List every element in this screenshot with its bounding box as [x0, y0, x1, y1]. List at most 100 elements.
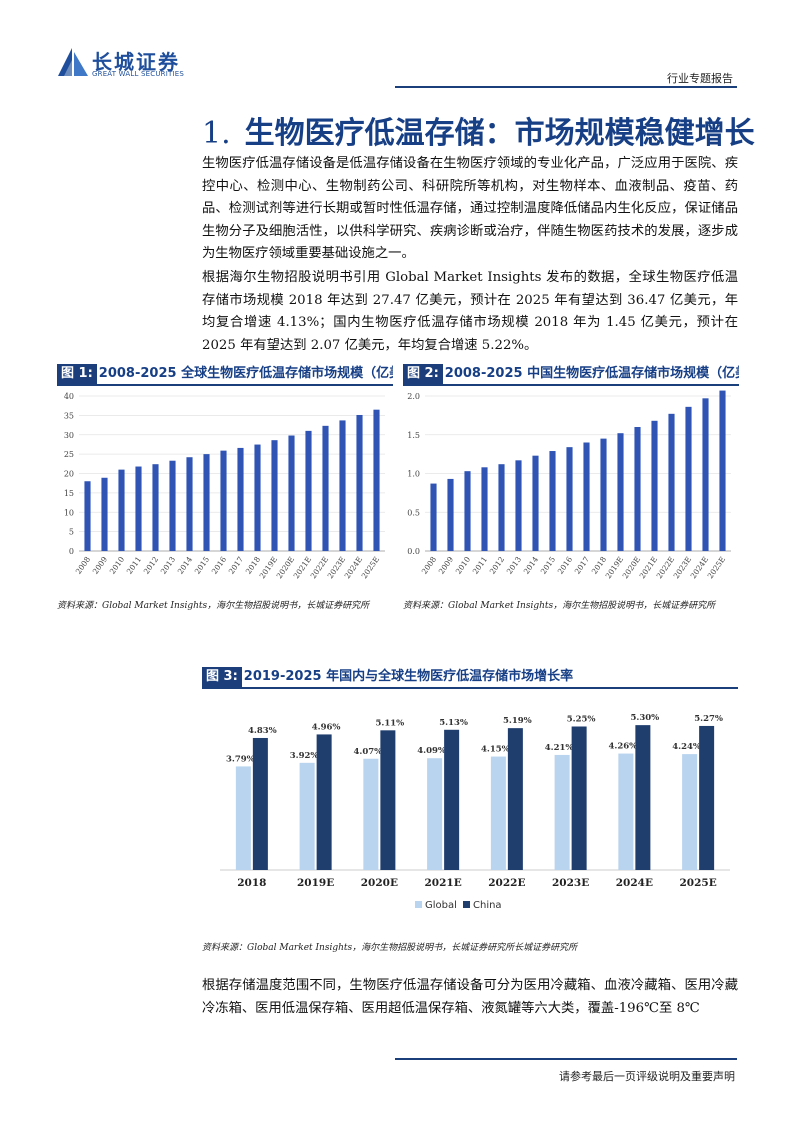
- figure-1-title-text: 2008-2025 全球生物医疗低温存储市场规模（亿美元）: [98, 366, 393, 381]
- fig1-x-tick-label: 2017: [227, 555, 245, 576]
- figure-3-title-text: 2019-2025 年国内与全球生物医疗低温存储市场增长率: [243, 669, 574, 684]
- fig3-data-label-china: 5.13%: [439, 718, 468, 728]
- fig1-x-tick-label: 2014: [176, 555, 194, 576]
- fig2-bar: [600, 438, 607, 551]
- fig1-bar: [322, 425, 329, 551]
- fig3-data-label-china: 5.19%: [503, 716, 532, 726]
- fig3-legend-label-global: Global: [425, 900, 457, 911]
- fig3-legend-label-china: China: [473, 900, 502, 911]
- fig2-bar: [583, 442, 590, 551]
- fig2-y-tick-label: 2.0: [407, 392, 420, 401]
- fig2-x-tick-label: 2009: [437, 555, 455, 576]
- fig3-data-label-global: 3.79%: [226, 754, 255, 764]
- fig1-x-tick-label: 2011: [125, 555, 143, 576]
- fig3-data-label-global: 4.24%: [672, 742, 701, 752]
- fig3-bar-china: [316, 734, 332, 870]
- fig3-data-label-global: 4.26%: [608, 742, 637, 752]
- fig3-data-label-global: 4.15%: [481, 745, 510, 755]
- great-wall-logo-icon: [58, 48, 88, 76]
- fig1-bar: [373, 409, 380, 551]
- fig1-bar: [356, 414, 363, 551]
- fig3-data-label-china: 5.27%: [694, 714, 723, 724]
- fig3-x-tick-label: 2024E: [616, 877, 653, 889]
- fig3-data-label-global: 4.07%: [353, 747, 382, 757]
- fig3-bar-global: [363, 758, 379, 870]
- brand-name-cn: 长城证券: [92, 50, 180, 74]
- header-divider: [395, 86, 737, 88]
- brand-name-en: GREAT WALL SECURITIES: [92, 70, 185, 78]
- fig2-x-tick-label: 2013: [505, 555, 523, 576]
- fig3-x-tick-label: 2022E: [488, 877, 525, 889]
- fig1-y-tick-label: 15: [64, 489, 74, 498]
- paragraph-1: 生物医疗低温存储设备是低温存储设备在生物医疗领域的专业化产品，广泛应用于医院、疾…: [202, 156, 738, 261]
- fig1-x-tick-label: 2009: [91, 555, 109, 576]
- fig1-x-tick-label: 2012: [142, 555, 160, 576]
- fig3-bar-global: [554, 754, 570, 870]
- fig1-bar: [135, 466, 142, 551]
- figure-3-title: 图 3: 2019-2025 年国内与全球生物医疗低温存储市场增长率: [202, 667, 738, 687]
- fig3-bar-global: [490, 756, 506, 870]
- fig1-bar: [152, 464, 159, 551]
- market-paragraph: 根据海尔生物招股说明书引用 Global Market Insights 发布的…: [202, 267, 738, 357]
- footer-disclaimer: 请参考最后一页评级说明及重要声明: [559, 1070, 735, 1083]
- fig2-bar: [430, 483, 437, 551]
- figure-2-chart: 0.00.51.01.52.02008200920102011201220132…: [407, 390, 731, 580]
- fig1-x-tick-label: 2010: [108, 555, 126, 576]
- fig2-bar: [719, 390, 726, 551]
- fig2-x-tick-label: 2016: [556, 555, 574, 576]
- paragraph-2: 根据海尔生物招股说明书引用 Global Market Insights 发布的…: [202, 270, 738, 353]
- fig3-bar-china: [252, 737, 268, 870]
- fig3-bar-china: [507, 728, 523, 870]
- fig1-bar: [288, 435, 295, 551]
- figure-3-label: 图 3:: [202, 667, 242, 687]
- fig3-bar-china: [635, 725, 651, 870]
- fig1-y-tick-label: 0: [69, 547, 74, 556]
- paragraph-3: 根据存储温度范围不同，生物医疗低温存储设备可分为医用冷藏箱、血液冷藏箱、医用冷藏…: [202, 978, 738, 1016]
- fig1-bar: [169, 460, 176, 551]
- fig2-x-tick-label: 2008: [420, 555, 438, 576]
- fig3-data-label-china: 4.96%: [312, 722, 341, 732]
- fig2-x-tick-label: 2010: [454, 555, 472, 576]
- fig3-bar-china: [699, 725, 715, 870]
- fig1-bar: [118, 469, 125, 551]
- fig3-legend-swatch-global: [415, 901, 422, 908]
- fig1-y-tick-label: 25: [64, 450, 74, 459]
- fig3-x-tick-label: 2020E: [361, 877, 398, 889]
- fig3-x-tick-label: 2023E: [552, 877, 589, 889]
- fig2-bar: [447, 478, 454, 551]
- figure-2-title: 图 2:2008-2025 中国生物医疗低温存储市场规模（亿美元）: [403, 364, 739, 384]
- fig3-data-label-china: 5.25%: [567, 715, 596, 725]
- fig3-bar-global: [235, 766, 251, 870]
- fig3-bar-global: [682, 754, 698, 870]
- figure-3-chart: 3.79% 4.83% 2018 3.92% 4.96% 2019E 4.07% 5.11% 2…: [220, 713, 730, 911]
- fig1-bar: [186, 457, 193, 551]
- intro-paragraph: 生物医疗低温存储设备是低温存储设备在生物医疗领域的专业化产品，广泛应用于医院、疾…: [202, 153, 738, 266]
- fig2-bar: [532, 455, 539, 551]
- fig3-data-label-china: 5.30%: [630, 713, 659, 723]
- fig3-data-label-china: 4.83%: [248, 726, 277, 736]
- section-title: 1. 生物医疗低温存储：市场规模稳健增长: [202, 108, 755, 152]
- fig3-bar-global: [618, 753, 634, 870]
- fig1-bar: [237, 447, 244, 551]
- fig1-bar: [339, 420, 346, 551]
- figure-3-source: 资料来源：Global Market Insights，海尔生物招股说明书，长城…: [202, 943, 578, 953]
- fig2-x-tick-label: 2015: [539, 555, 557, 576]
- fig3-bar-china: [571, 726, 587, 870]
- fig3-x-tick-label: 2025E: [680, 877, 717, 889]
- fig1-y-tick-label: 40: [64, 392, 74, 401]
- fig2-x-tick-label: 2025E: [706, 555, 727, 580]
- fig2-bar: [702, 398, 709, 551]
- fig1-bar: [203, 454, 210, 551]
- fig2-bar: [498, 464, 505, 551]
- fig2-bar: [685, 406, 692, 551]
- fig3-data-label-global: 4.09%: [417, 746, 446, 756]
- section-title-text: 生物医疗低温存储：市场规模稳健增长: [244, 116, 755, 151]
- fig2-bar: [651, 420, 658, 551]
- footer-divider: [395, 1058, 737, 1060]
- fig2-bar: [515, 460, 522, 551]
- fig3-data-label-global: 4.21%: [545, 743, 574, 753]
- fig1-bar: [305, 430, 312, 551]
- fig1-x-tick-label: 2013: [159, 555, 177, 576]
- figure-2-rule: [403, 384, 739, 386]
- fig3-bar-china: [380, 730, 396, 870]
